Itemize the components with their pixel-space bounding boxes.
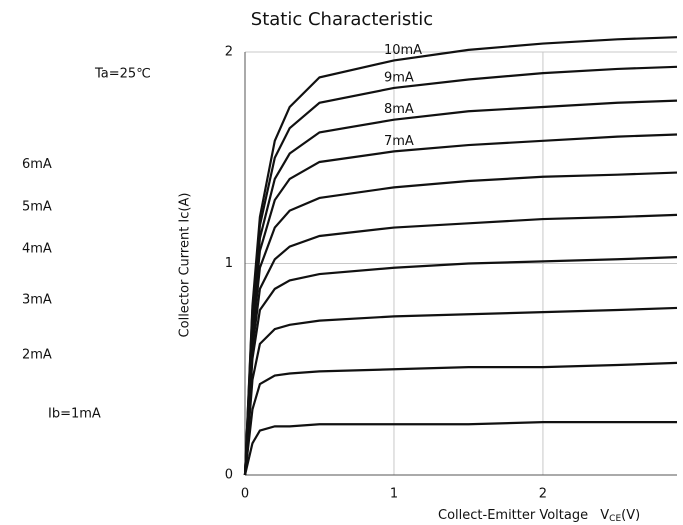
series-label: 2mA xyxy=(22,347,52,362)
chart-title: Static Characteristic xyxy=(251,9,433,30)
x-tick-label: 0 xyxy=(241,487,249,502)
series-label: 7mA xyxy=(384,134,414,149)
y-tick-label: 2 xyxy=(225,45,233,60)
curve xyxy=(243,36,678,476)
x-tick-label: 2 xyxy=(539,487,547,502)
x-axis-symbol-sub: CE xyxy=(609,514,621,524)
curve xyxy=(243,65,678,476)
x-axis-symbol: V xyxy=(600,508,609,523)
series-label: 3mA xyxy=(22,292,52,307)
curve xyxy=(243,421,677,476)
series-label: Ib=1mA xyxy=(48,407,101,422)
y-axis-label: Collector Current Ic(A) xyxy=(178,193,193,338)
series-label: 10mA xyxy=(384,43,422,58)
x-axis-label: Collect-Emitter Voltage VCE(V) xyxy=(438,508,640,524)
series-label: 8mA xyxy=(384,102,414,117)
y-tick-label: 1 xyxy=(225,256,233,271)
x-axis-label-text: Collect-Emitter Voltage xyxy=(438,508,588,523)
series-label: 6mA xyxy=(22,157,52,172)
curve xyxy=(243,213,678,476)
curve xyxy=(243,306,678,476)
y-tick-label: 0 xyxy=(225,468,233,483)
x-axis-unit: (V) xyxy=(621,508,640,523)
curve xyxy=(243,361,678,476)
annotation: Ta=25℃ xyxy=(94,67,151,82)
curve xyxy=(243,256,678,476)
series-label: 4mA xyxy=(22,242,52,257)
x-tick-label: 1 xyxy=(390,487,398,502)
curve xyxy=(243,99,678,476)
curve xyxy=(243,171,678,476)
series-label: 5mA xyxy=(22,199,52,214)
series-label: 9mA xyxy=(384,70,414,85)
